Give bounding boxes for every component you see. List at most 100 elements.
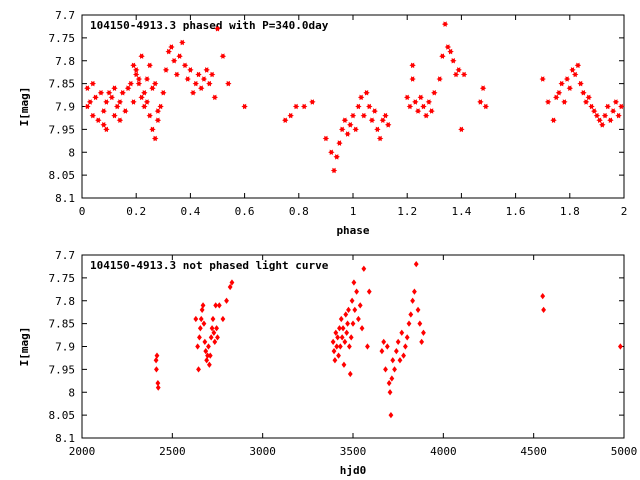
data-point [208, 334, 214, 341]
data-point [580, 90, 587, 96]
data-point [368, 117, 376, 123]
data-point [414, 108, 422, 114]
data-point [211, 329, 217, 336]
data-point [409, 62, 416, 69]
data-point [211, 94, 218, 101]
y-tick-label: 7.75 [49, 272, 76, 285]
data-point [322, 135, 330, 142]
data-point [585, 94, 592, 101]
data-point [360, 112, 367, 119]
data-point [444, 44, 452, 50]
data-point [349, 112, 357, 119]
data-point [155, 384, 161, 391]
data-point [386, 379, 392, 387]
data-point [337, 343, 343, 350]
data-point [599, 122, 606, 128]
data-point [363, 90, 370, 96]
data-point [423, 112, 430, 119]
x-axis-label: phase [336, 224, 369, 237]
data-point [309, 99, 316, 105]
x-tick-label: 0.4 [180, 205, 200, 218]
data-point [436, 76, 443, 82]
data-point [412, 288, 417, 295]
y-tick-label: 7.9 [55, 341, 75, 354]
data-point [341, 117, 349, 123]
data-point [114, 103, 121, 110]
data-point [591, 108, 598, 114]
data-point [447, 48, 454, 55]
data-point [141, 90, 148, 96]
data-point [130, 99, 137, 105]
data-point [569, 67, 576, 73]
data-point [366, 103, 373, 110]
data-point [108, 94, 115, 101]
data-point [210, 315, 216, 323]
x-tick-label: 2500 [159, 445, 186, 458]
data-point [425, 99, 433, 105]
data-point [343, 311, 349, 318]
data-point [196, 366, 201, 373]
data-point [341, 361, 347, 368]
data-point [421, 329, 426, 336]
data-point [86, 99, 94, 105]
data-point [351, 279, 357, 286]
data-point [200, 76, 208, 82]
data-point [350, 320, 356, 327]
data-point [105, 90, 113, 96]
data-point [206, 80, 213, 87]
data-point [335, 334, 341, 341]
data-point [170, 58, 178, 64]
y-tick-label: 7.7 [55, 9, 75, 22]
data-point [138, 94, 145, 101]
data-point [460, 71, 468, 78]
y-tick-label: 7.7 [55, 249, 75, 262]
data-point [89, 112, 96, 119]
data-point [336, 352, 341, 359]
data-point [138, 53, 145, 59]
x-tick-label: 5000 [611, 445, 638, 458]
data-point [439, 53, 446, 59]
x-tick-label: 1.2 [397, 205, 417, 218]
data-point [292, 103, 300, 110]
data-point [458, 126, 465, 133]
data-point [214, 26, 221, 32]
data-point [203, 347, 209, 355]
data-point [346, 343, 352, 350]
data-point [344, 131, 351, 137]
data-point [282, 117, 289, 123]
data-point [154, 366, 159, 373]
data-point [406, 103, 414, 110]
y-tick-label: 8 [68, 386, 75, 399]
chart-title: 104150-4913.3 not phased light curve [90, 259, 329, 272]
data-point [344, 329, 350, 336]
data-point [209, 325, 215, 332]
data-point [155, 379, 161, 387]
data-point [553, 94, 560, 101]
data-point [555, 90, 563, 96]
data-point [95, 117, 102, 123]
x-tick-label: 1 [350, 205, 357, 218]
data-point [617, 343, 623, 350]
data-point [97, 90, 105, 96]
data-point [227, 283, 233, 291]
y-tick-label: 7.85 [49, 318, 76, 331]
data-point [205, 352, 210, 359]
data-point [452, 71, 460, 78]
data-point [181, 62, 189, 69]
data-point [220, 315, 226, 323]
data-point [371, 108, 378, 114]
data-point [406, 320, 412, 327]
data-point [374, 126, 381, 133]
data-point [135, 80, 143, 87]
data-point [541, 306, 547, 314]
data-point [366, 288, 372, 295]
data-point [337, 325, 342, 332]
y-tick-label: 8.05 [49, 169, 76, 182]
data-point [409, 76, 416, 82]
data-point [203, 67, 210, 73]
data-point [347, 370, 353, 378]
y-tick-label: 8.05 [49, 409, 76, 422]
data-point [357, 302, 363, 309]
data-point [395, 338, 401, 346]
